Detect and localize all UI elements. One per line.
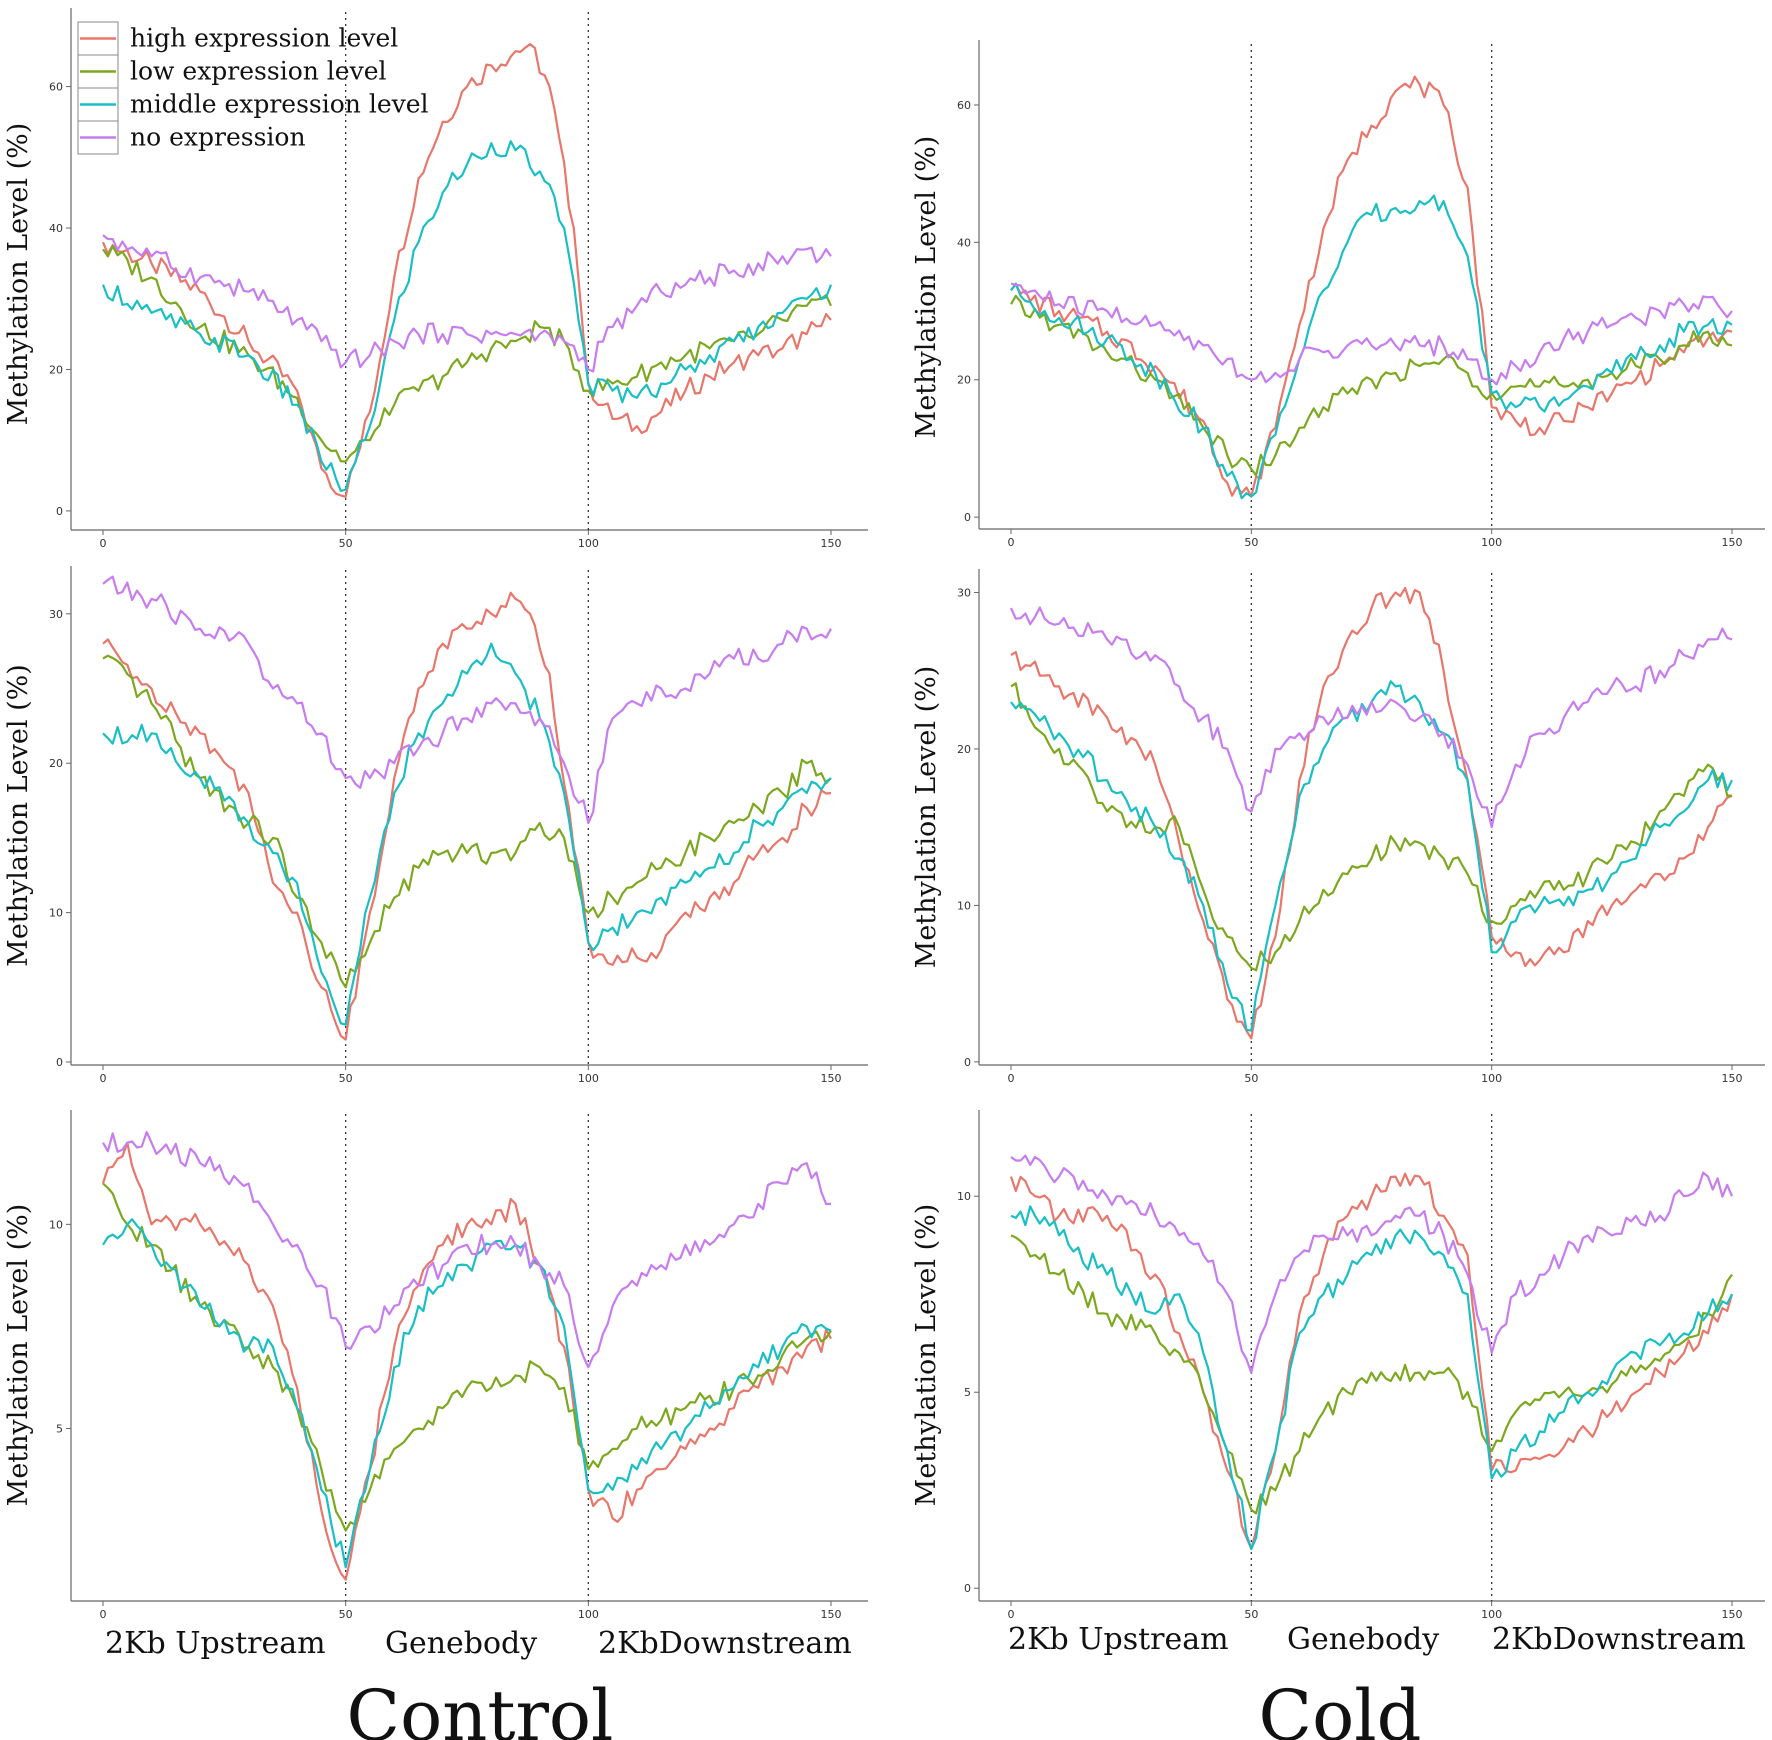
x-tick-label: 150 <box>821 537 842 550</box>
y-tick-label: 0 <box>56 505 63 518</box>
x-tick-label: 150 <box>821 1072 842 1085</box>
y-tick-label: 10 <box>957 899 971 912</box>
y-tick-label: 20 <box>957 743 971 756</box>
legend: high expression level low expression leve… <box>77 21 429 155</box>
x-tick-label: 100 <box>578 1072 599 1085</box>
legend-item-no-expression: no expression <box>77 120 306 155</box>
x-tick-label: 0 <box>1008 1608 1015 1621</box>
y-tick-label: 60 <box>957 99 971 112</box>
condition-title-control: Control <box>347 1675 614 1740</box>
y-tick-label: 30 <box>49 608 63 621</box>
series-line-no-expression <box>1010 1154 1734 1374</box>
series-line-no-expression <box>102 1130 832 1369</box>
condition-title-cold: Cold <box>1259 1675 1422 1740</box>
legend-item-high-expression-level: high expression level <box>77 21 398 56</box>
legend-label: no expression <box>130 123 306 152</box>
series-line-middle-expression-level <box>1010 194 1733 500</box>
x-tick-label: 50 <box>1244 1072 1258 1085</box>
y-tick-label: 40 <box>49 222 63 235</box>
y-axis-label: Methylation Level (%) <box>3 1204 34 1507</box>
y-axis-label: Methylation Level (%) <box>911 1204 942 1507</box>
x-tick-label: 0 <box>100 1608 107 1621</box>
x-tick-label: 50 <box>339 1608 353 1621</box>
x-tick-label: 100 <box>1481 536 1502 549</box>
series-line-no-expression <box>1010 282 1733 386</box>
x-tick-label: 150 <box>821 1608 842 1621</box>
x-tick-label: 50 <box>339 537 353 550</box>
region-label-downstream-cold: 2KbDownstream <box>1492 1622 1746 1657</box>
y-axis-label: Methylation Level (%) <box>911 136 942 439</box>
series-line-middle-expression-level <box>102 642 832 1026</box>
region-label-upstream-cold: 2Kb Upstream <box>1008 1622 1229 1657</box>
series-line-high-expression-level <box>1010 586 1733 1040</box>
y-axis-label: Methylation Level (%) <box>911 666 942 969</box>
series-line-low-expression-level <box>102 245 832 463</box>
x-tick-label: 0 <box>1008 536 1015 549</box>
y-tick-label: 20 <box>957 374 971 387</box>
y-tick-label: 20 <box>49 757 63 770</box>
series-line-high-expression-level <box>1009 1172 1734 1551</box>
y-tick-label: 20 <box>49 363 63 376</box>
series-line-low-expression-level <box>1010 1234 1733 1515</box>
x-tick-label: 100 <box>578 537 599 550</box>
legend-label: middle expression level <box>130 90 429 119</box>
legend-item-low-expression-level: low expression level <box>77 54 387 89</box>
y-tick-label: 60 <box>49 81 63 94</box>
panel-cold-row1: 0 20 40 60 0 50 100 150 Methylation Level (%) <box>911 40 1765 549</box>
x-tick-label: 0 <box>100 537 107 550</box>
x-tick-label: 150 <box>1722 1072 1743 1085</box>
panel-control-row1: 0 20 40 60 0 50 100 150 Methylation Level (%) <box>3 8 868 550</box>
y-tick-label: 5 <box>964 1386 971 1399</box>
region-label-genebody-control: Genebody <box>385 1626 537 1661</box>
x-tick-label: 150 <box>1722 1608 1743 1621</box>
y-tick-label: 40 <box>957 236 971 249</box>
x-tick-label: 50 <box>1244 1608 1258 1621</box>
y-axis-label: Methylation Level (%) <box>3 123 34 426</box>
x-tick-label: 50 <box>339 1072 353 1085</box>
y-tick-label: 30 <box>957 586 971 599</box>
series-line-high-expression-level <box>1010 75 1733 498</box>
series-line-middle-expression-level <box>1010 1205 1733 1551</box>
panel-cold-row2: 0 10 20 30 0 50 100 150 Methylation Level (%) <box>911 569 1765 1085</box>
y-tick-label: 10 <box>49 907 63 920</box>
x-tick-label: 0 <box>1008 1072 1015 1085</box>
series-line-low-expression-level <box>1010 682 1733 972</box>
x-tick-label: 100 <box>578 1608 599 1621</box>
x-tick-label: 100 <box>1481 1072 1502 1085</box>
y-axis-label: Methylation Level (%) <box>3 664 34 967</box>
series-line-low-expression-level <box>1010 294 1733 477</box>
series-line-no-expression <box>1009 606 1733 829</box>
series-line-middle-expression-level <box>102 1218 832 1569</box>
y-tick-label: 0 <box>964 1056 971 1069</box>
series-line-low-expression-level <box>102 654 832 989</box>
legend-label: low expression level <box>130 57 387 86</box>
y-tick-label: 5 <box>56 1423 63 1436</box>
y-tick-label: 0 <box>56 1056 63 1069</box>
series-line-no-expression <box>102 234 832 373</box>
series-line-high-expression-level <box>102 591 832 1041</box>
panel-control-row2: 0 10 20 30 0 50 100 150 Methylation Level (%) <box>3 566 868 1085</box>
y-tick-label: 0 <box>964 1582 971 1595</box>
region-label-upstream-control: 2Kb Upstream <box>105 1626 326 1661</box>
series-line-high-expression-level <box>101 1141 832 1581</box>
y-tick-label: 10 <box>957 1190 971 1203</box>
x-tick-label: 150 <box>1722 536 1743 549</box>
legend-item-middle-expression-level: middle expression level <box>77 87 429 122</box>
region-label-genebody-cold: Genebody <box>1287 1622 1439 1657</box>
legend-label: high expression level <box>130 24 398 53</box>
region-label-downstream-control: 2KbDownstream <box>598 1626 852 1661</box>
series-line-no-expression <box>102 575 832 825</box>
x-tick-label: 0 <box>100 1072 107 1085</box>
series-line-high-expression-level <box>101 42 832 498</box>
x-tick-label: 100 <box>1481 1608 1502 1621</box>
x-tick-label: 50 <box>1244 536 1258 549</box>
series-line-middle-expression-level <box>101 140 833 492</box>
y-tick-label: 10 <box>49 1218 63 1231</box>
y-tick-label: 0 <box>964 511 971 524</box>
